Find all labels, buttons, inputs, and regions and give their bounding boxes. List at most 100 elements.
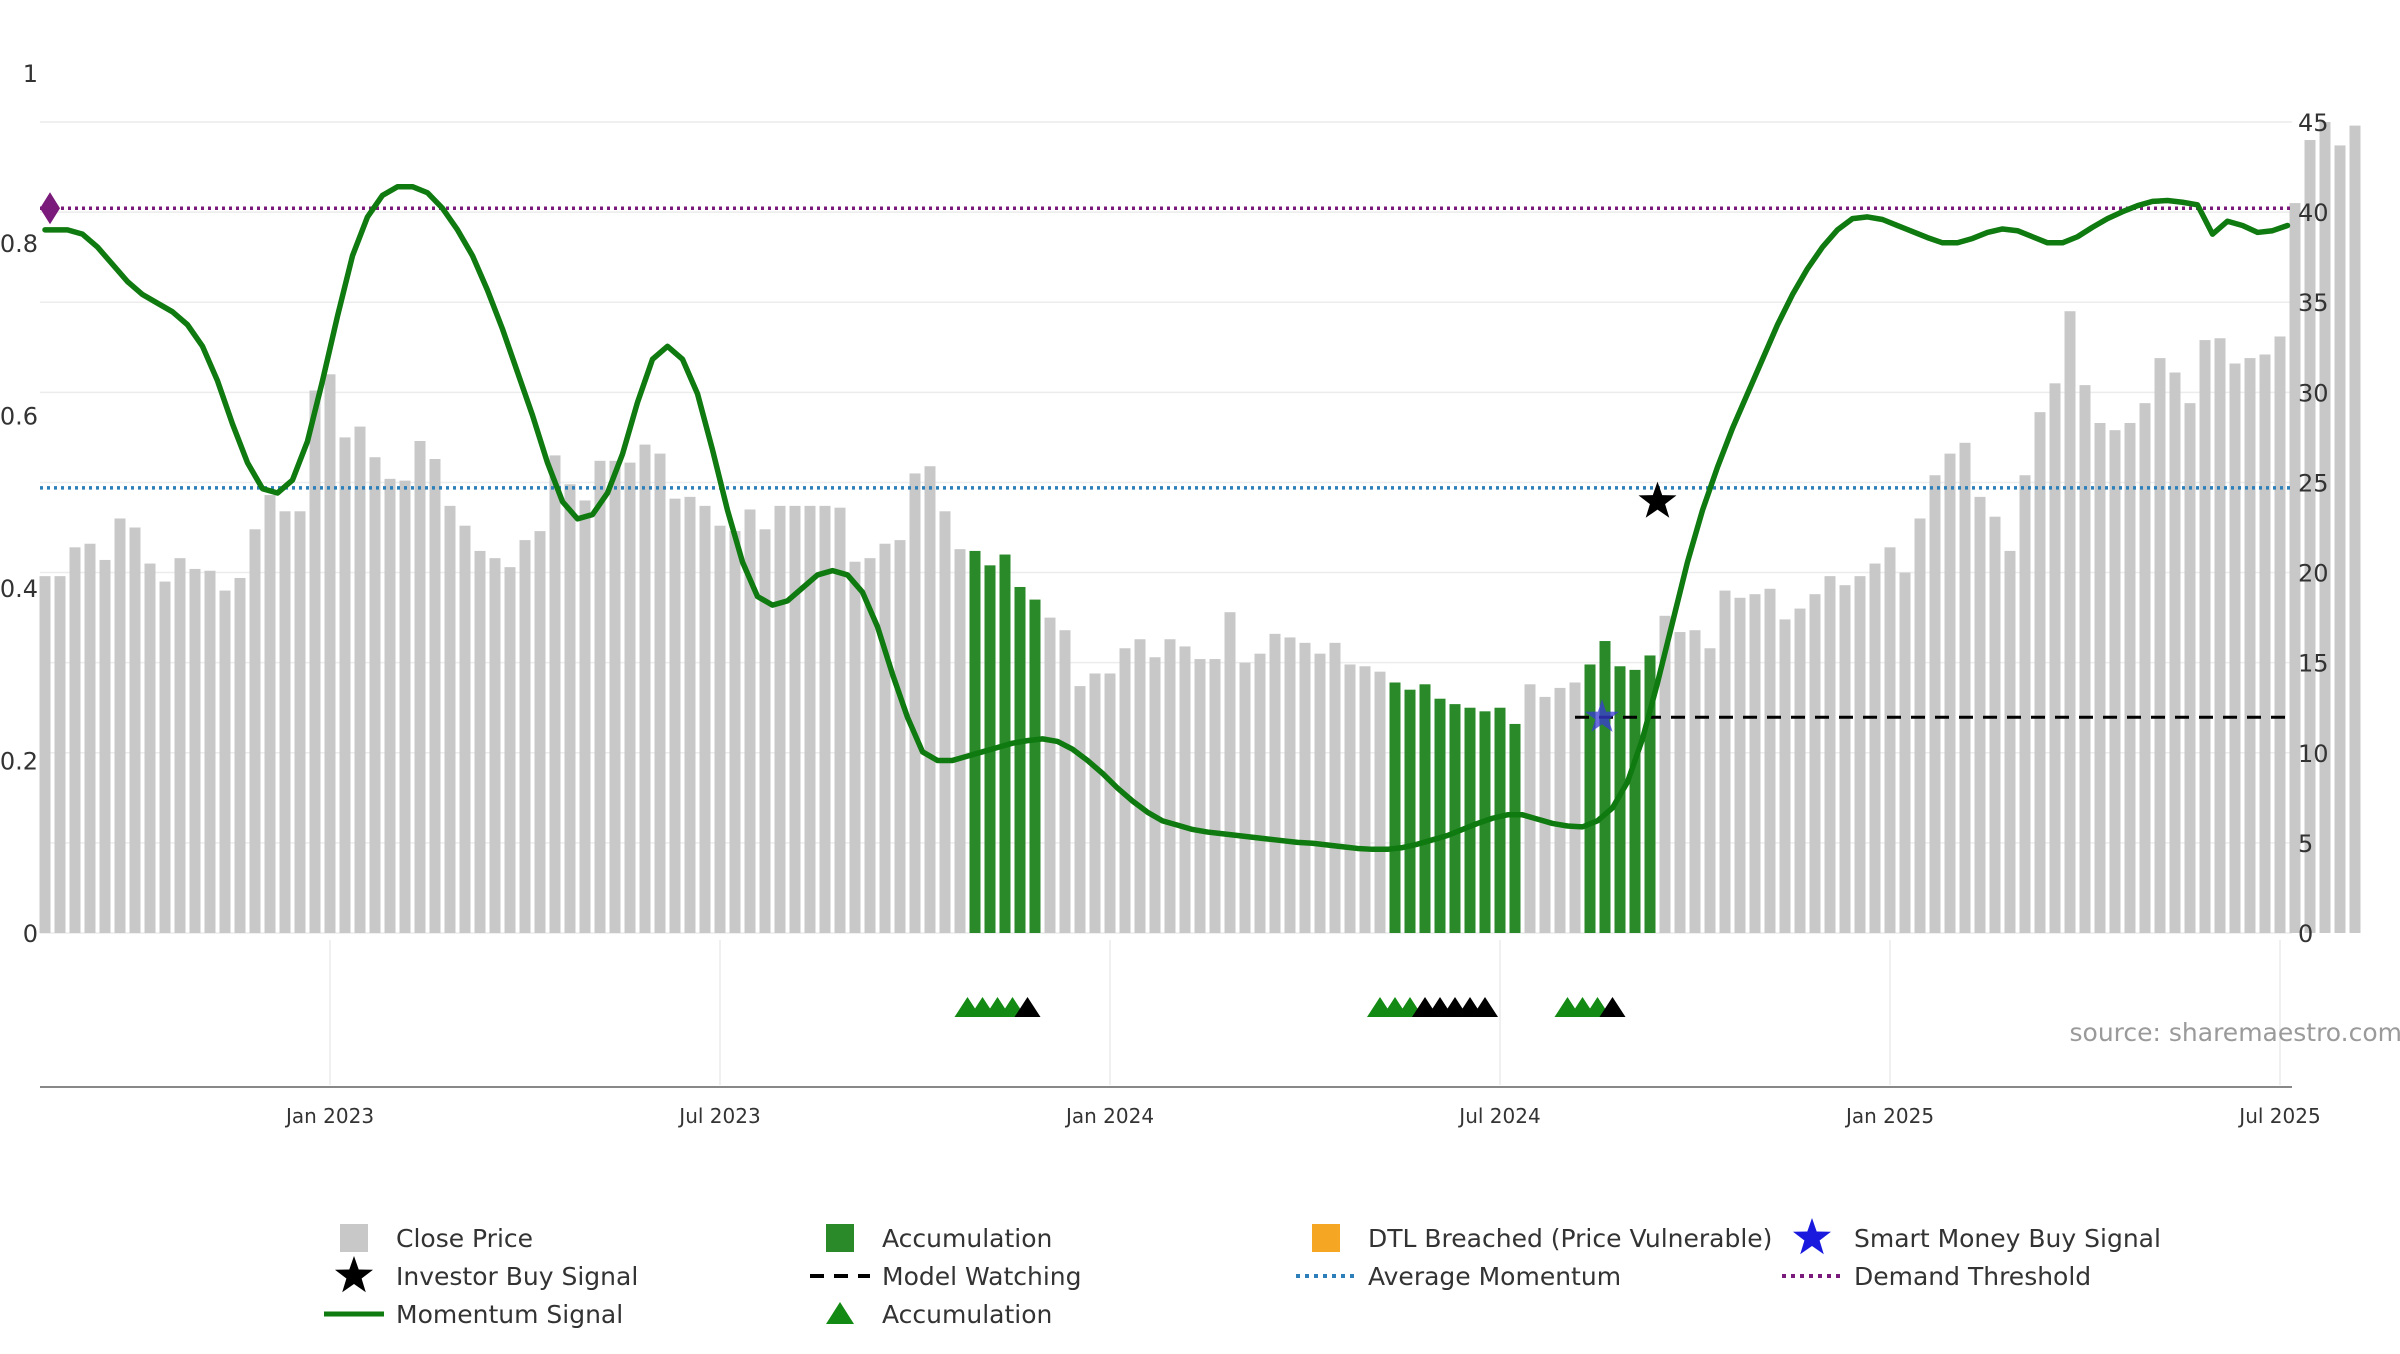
- left-tick-label: 1: [23, 60, 38, 88]
- close-price-bar: [1090, 673, 1101, 933]
- close-price-bar: [1060, 630, 1071, 933]
- close-price-bar: [190, 569, 201, 933]
- green-square-icon: [826, 1224, 854, 1252]
- close-price-bar: [1825, 576, 1836, 933]
- close-price-bar: [1900, 573, 1911, 933]
- legend-item: Close Price: [340, 1224, 533, 1253]
- close-price-bar: [2320, 122, 2331, 933]
- close-price-bar: [2050, 383, 2061, 933]
- close-price-bar: [1735, 598, 1746, 933]
- close-price-bar: [670, 499, 681, 933]
- close-price-bar: [2185, 403, 2196, 933]
- accumulation-bar: [970, 551, 981, 933]
- close-price-bar: [910, 473, 921, 933]
- close-price-bar: [340, 437, 351, 933]
- accumulation-bar: [1585, 664, 1596, 933]
- close-price-bar: [1375, 672, 1386, 933]
- close-price-bar: [1330, 643, 1341, 933]
- legend-label: Smart Money Buy Signal: [1854, 1224, 2161, 1253]
- close-price-bar: [1285, 637, 1296, 933]
- close-price-bar: [250, 529, 261, 933]
- close-price-bar: [2140, 403, 2151, 933]
- close-price-bar: [430, 459, 441, 933]
- orange-square-icon: [1312, 1224, 1340, 1252]
- close-price-bar: [1975, 497, 1986, 933]
- close-price-bar: [610, 461, 621, 933]
- accumulation-bar: [1420, 684, 1431, 933]
- legend-label: Close Price: [396, 1224, 533, 1253]
- close-price-bar: [1105, 673, 1116, 933]
- close-price-bar: [475, 551, 486, 933]
- close-price-bar: [595, 461, 606, 933]
- close-price-bar: [1780, 619, 1791, 933]
- close-price-bar: [1990, 517, 2001, 933]
- close-price-bar: [2305, 140, 2316, 933]
- accumulation-bar: [1390, 682, 1401, 933]
- close-price-bar: [1750, 594, 1761, 933]
- close-price-bar: [505, 567, 516, 933]
- right-tick-label: 10: [2298, 740, 2329, 768]
- close-price-bar: [1075, 686, 1086, 933]
- right-tick-label: 0: [2298, 920, 2313, 948]
- close-price-bar: [400, 481, 411, 933]
- close-price-bar: [1915, 518, 1926, 933]
- green-triangle-icon: [826, 1302, 854, 1324]
- close-price-bar: [130, 528, 141, 934]
- close-price-bar: [580, 500, 591, 933]
- accumulation-bar: [1405, 690, 1416, 933]
- close-price-bar: [2260, 354, 2271, 933]
- accumulation-bar: [1630, 670, 1641, 933]
- legend-item: Momentum Signal: [324, 1300, 623, 1329]
- legend-label: Investor Buy Signal: [396, 1262, 638, 1291]
- close-price-bar: [265, 495, 276, 933]
- close-price-bar: [175, 558, 186, 933]
- close-price-bar: [115, 518, 126, 933]
- close-price-bar: [1525, 684, 1536, 933]
- close-price-bar: [1855, 576, 1866, 933]
- close-price-bar: [1870, 564, 1881, 933]
- right-tick-label: 25: [2298, 469, 2329, 497]
- legend-item: Accumulation: [826, 1224, 1052, 1253]
- close-price-bar: [1945, 454, 1956, 933]
- close-price-bar: [760, 529, 771, 933]
- close-price-bar: [850, 562, 861, 933]
- close-price-bar: [730, 531, 741, 933]
- close-price-bar: [70, 547, 81, 933]
- close-price-bar: [2020, 475, 2031, 933]
- close-price-bar: [1555, 688, 1566, 933]
- left-tick-label: 0: [23, 920, 38, 948]
- close-price-bar: [2275, 336, 2286, 933]
- close-price-bar: [685, 497, 696, 933]
- legend-label: DTL Breached (Price Vulnerable): [1368, 1224, 1772, 1253]
- legend-item: Accumulation: [826, 1300, 1052, 1329]
- close-price-bar: [100, 560, 111, 933]
- left-tick-label: 0.2: [0, 747, 38, 775]
- close-price-bar: [940, 511, 951, 933]
- close-price-bar: [1150, 657, 1161, 933]
- accumulation-bar: [1030, 600, 1041, 933]
- close-price-bar: [55, 576, 66, 933]
- close-price-bar: [1885, 547, 1896, 933]
- close-price-bar: [220, 591, 231, 933]
- blue-star-icon: [1793, 1218, 1831, 1254]
- black-star-icon: [335, 1256, 373, 1292]
- right-tick-label: 40: [2298, 199, 2329, 227]
- close-price-bar: [1765, 589, 1776, 933]
- close-price-bar: [565, 484, 576, 933]
- accumulation-bar: [1015, 587, 1026, 933]
- close-price-bar: [1360, 666, 1371, 933]
- legend-label: Demand Threshold: [1854, 1262, 2091, 1291]
- close-price-bar: [715, 526, 726, 933]
- close-price-bar: [1960, 443, 1971, 933]
- right-tick-label: 45: [2298, 109, 2329, 137]
- close-price-bar: [325, 374, 336, 933]
- close-price-bar: [235, 578, 246, 933]
- close-price-bar: [640, 445, 651, 933]
- close-price-bar: [355, 427, 366, 933]
- bars-layer: [40, 122, 2361, 933]
- close-price-bar: [460, 526, 471, 933]
- close-price-bar: [2200, 340, 2211, 933]
- right-tick-label: 35: [2298, 289, 2329, 317]
- close-price-bar: [2110, 430, 2121, 933]
